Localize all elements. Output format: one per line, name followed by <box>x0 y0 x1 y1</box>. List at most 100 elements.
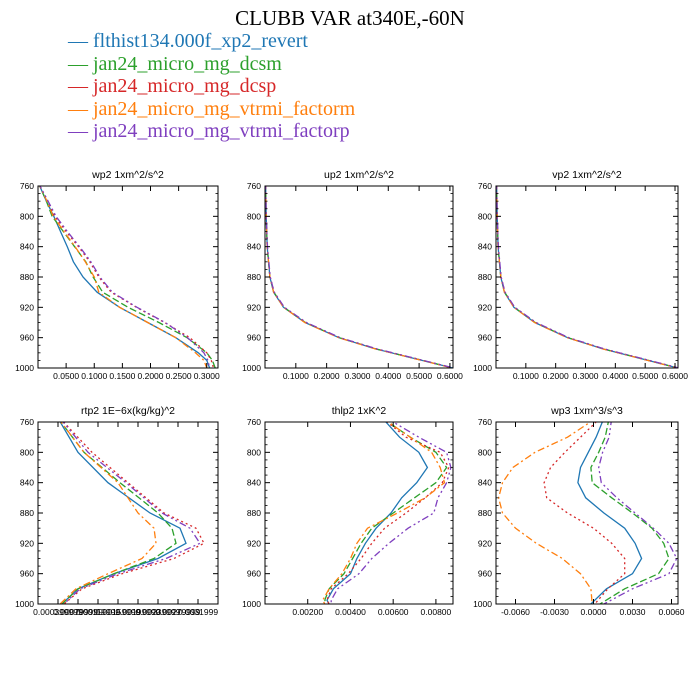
series-line <box>62 422 201 604</box>
series-line <box>39 186 215 368</box>
y-tick-label: 880 <box>20 272 34 282</box>
series-line <box>321 422 446 604</box>
series-line <box>496 186 678 368</box>
x-tick-label: 0.0030 <box>620 607 646 617</box>
series-line <box>496 186 678 368</box>
x-tick-label: 0.1000 <box>513 371 539 381</box>
x-tick-label: 0.00199999 <box>116 607 161 617</box>
panel-title: up2 1xm^2/s^2 <box>324 169 394 181</box>
y-tick-label: 920 <box>247 302 261 312</box>
y-tick-label: 920 <box>478 302 492 312</box>
y-tick-label: 840 <box>247 478 261 488</box>
legend-dash: — <box>68 97 93 120</box>
y-tick-label: 1000 <box>473 363 492 373</box>
y-tick-label: 760 <box>247 417 261 427</box>
x-tick-label: 0.00119999 <box>76 607 121 617</box>
x-tick-label: 0.00200 <box>292 607 323 617</box>
y-tick-label: 960 <box>20 333 34 343</box>
y-tick-label: 880 <box>478 272 492 282</box>
y-tick-label: 760 <box>20 181 34 191</box>
series-line <box>265 186 453 368</box>
x-tick-label: 0.00600 <box>378 607 409 617</box>
x-tick-label: 0.000399999 <box>33 607 83 617</box>
y-tick-label: 840 <box>20 242 34 252</box>
y-tick-label: 800 <box>20 211 34 221</box>
chart-panel: 760 800 840 880 920 960 1000 0.0500 0.1000 0.1500… <box>15 169 220 381</box>
y-tick-label: 880 <box>247 508 261 518</box>
x-tick-label: 0.3000 <box>344 371 370 381</box>
legend-label: jan24_micro_mg_vtrmi_factorp <box>93 120 350 142</box>
plot-frame <box>495 185 679 369</box>
x-tick-label: 0.6000 <box>437 371 463 381</box>
x-tick-label: 0.000799999 <box>53 607 103 617</box>
y-tick-label: 880 <box>247 272 261 282</box>
y-tick-label: 920 <box>247 538 261 548</box>
legend: — flthist134.000f_xp2_revert — jan24_mic… <box>68 30 355 143</box>
y-tick-label: 1000 <box>242 363 261 373</box>
series-line <box>62 422 205 604</box>
x-tick-label: 0.00800 <box>421 607 452 617</box>
series-line <box>324 422 448 604</box>
x-tick-label: 0.3000 <box>194 371 220 381</box>
y-tick-label: 800 <box>478 211 492 221</box>
series-line <box>496 186 678 368</box>
series-line <box>497 422 593 604</box>
y-tick-label: 760 <box>478 417 492 427</box>
legend-label: jan24_micro_mg_vtrmi_factorm <box>93 97 356 120</box>
y-tick-label: 960 <box>247 333 261 343</box>
legend-label: jan24_micro_mg_dcsm <box>93 52 282 75</box>
series-line <box>39 186 211 368</box>
series-group <box>497 422 678 604</box>
x-tick-label: 0.00400 <box>335 607 366 617</box>
y-tick-label: 920 <box>20 538 34 548</box>
y-tick-label: 1000 <box>242 599 261 609</box>
y-tick-label: 800 <box>247 211 261 221</box>
plot-frame <box>37 421 219 605</box>
panel-title: thlp2 1xK^2 <box>332 405 387 417</box>
y-tick-label: 960 <box>478 333 492 343</box>
panel-title: vp2 1xm^2/s^2 <box>552 169 622 181</box>
series-group <box>265 186 453 368</box>
legend-entry: — jan24_micro_mg_dcsm <box>68 53 355 76</box>
x-tick-label: -0.0030 <box>540 607 569 617</box>
series-group <box>496 186 678 368</box>
series-line <box>59 422 187 604</box>
x-tick-label: 0.1000 <box>81 371 107 381</box>
legend-entry: — jan24_micro_mg_vtrmi_factorp <box>68 120 355 143</box>
chart-panel: 760 800 840 880 920 960 1000 0.1000 0.2000 0.3000… <box>473 169 688 381</box>
x-tick-label: 0.3000 <box>573 371 599 381</box>
x-tick-label: 0.4000 <box>602 371 628 381</box>
y-tick-label: 840 <box>247 242 261 252</box>
y-tick-label: 1000 <box>473 599 492 609</box>
series-line <box>590 422 670 604</box>
chart-panel: 760 800 840 880 920 960 10000.0003999990.00079… <box>15 405 219 617</box>
legend-label: jan24_micro_mg_dcsp <box>93 75 277 97</box>
y-tick-label: 920 <box>20 302 34 312</box>
x-tick-label: 0.6000 <box>662 371 688 381</box>
legend-entry: — jan24_micro_mg_dcsp <box>68 75 355 98</box>
series-line <box>265 186 453 368</box>
x-tick-label: 0.00239999 <box>136 607 181 617</box>
series-line <box>496 186 678 368</box>
chart-panel: 760 800 840 880 920 960 1000 0.00200 0.00400 0.00… <box>242 405 454 617</box>
x-tick-label: 0.00279999 <box>156 607 201 617</box>
y-tick-label: 920 <box>478 538 492 548</box>
y-tick-label: 1000 <box>15 363 34 373</box>
series-line <box>38 186 216 368</box>
y-tick-label: 960 <box>478 569 492 579</box>
series-group <box>59 422 205 604</box>
x-tick-label: 0.2000 <box>543 371 569 381</box>
x-tick-label: 0.4000 <box>375 371 401 381</box>
x-tick-label: 0.0000 <box>581 607 607 617</box>
legend-label: flthist134.000f_xp2_revert <box>93 30 308 52</box>
y-tick-label: 960 <box>20 569 34 579</box>
series-line <box>598 422 678 604</box>
panel-title: wp3 1xm^3/s^3 <box>550 405 623 417</box>
series-line <box>265 186 453 368</box>
x-tick-label: 0.1500 <box>109 371 135 381</box>
y-tick-label: 760 <box>247 181 261 191</box>
panel-title: rtp2 1E−6x(kg/kg)^2 <box>81 405 175 417</box>
plot-frame <box>264 421 454 605</box>
legend-dash: — <box>68 120 93 142</box>
